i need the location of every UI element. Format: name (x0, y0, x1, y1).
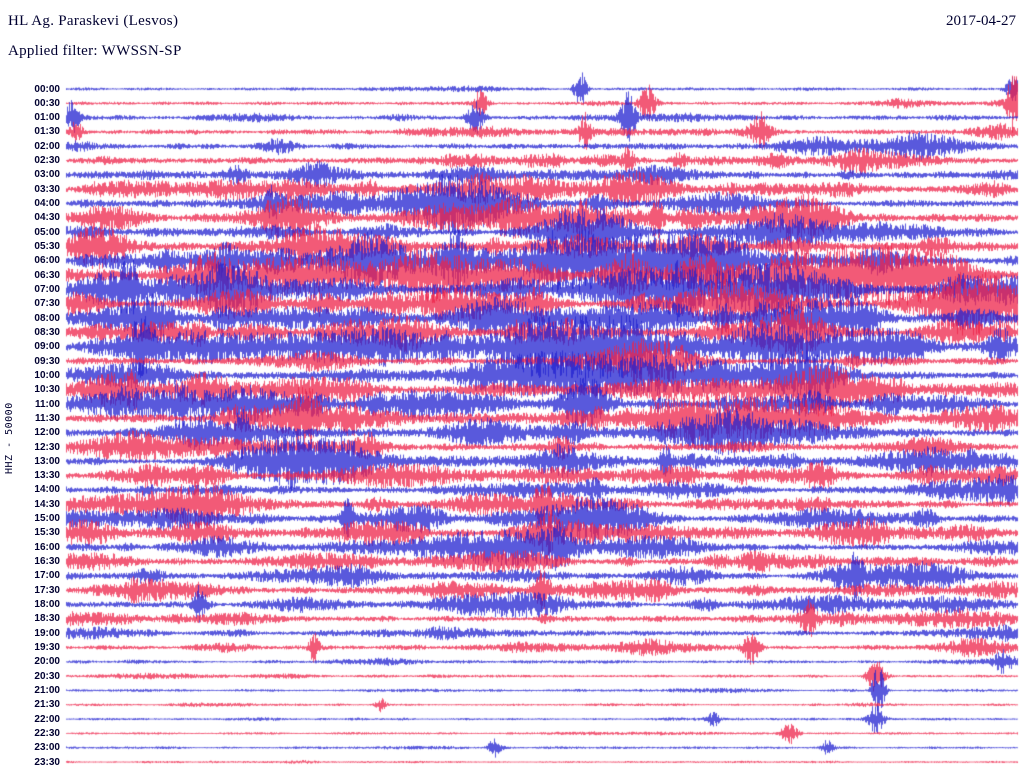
time-label: 16:00 (34, 541, 60, 553)
time-label: 03:30 (34, 183, 60, 195)
time-label: 10:30 (34, 384, 60, 396)
time-label: 18:30 (34, 613, 60, 625)
filter-label: Applied filter: WWSSN-SP (8, 43, 182, 59)
time-label: 16:30 (34, 556, 60, 568)
time-label: 22:30 (34, 727, 60, 739)
time-label: 00:00 (34, 83, 60, 95)
time-label: 05:30 (34, 241, 60, 253)
time-label: 23:30 (34, 756, 60, 768)
time-label: 22:00 (34, 713, 60, 725)
time-label: 02:00 (34, 140, 60, 152)
time-label: 11:30 (34, 412, 60, 424)
time-label: 14:00 (34, 484, 60, 496)
time-label: 15:30 (34, 527, 60, 539)
time-label: 06:00 (34, 255, 60, 267)
station-title: HL Ag. Paraskevi (Lesvos) (8, 13, 179, 29)
time-label: 01:00 (34, 112, 60, 124)
time-label: 10:00 (34, 369, 60, 381)
time-label: 17:30 (34, 584, 60, 596)
time-label: 07:00 (34, 283, 60, 295)
time-label: 15:00 (34, 513, 60, 525)
time-label: 13:30 (34, 470, 60, 482)
time-label: 00:30 (34, 97, 60, 109)
time-label: 13:00 (34, 455, 60, 467)
time-label: 07:30 (34, 298, 60, 310)
time-label: 23:00 (34, 742, 60, 754)
time-label: 17:00 (34, 570, 60, 582)
time-label: 03:00 (34, 169, 60, 181)
time-label: 19:30 (34, 641, 60, 653)
time-label: 01:30 (34, 126, 60, 138)
time-label: 14:30 (34, 498, 60, 510)
time-label: 04:30 (34, 212, 60, 224)
date-label: 2017-04-27 (946, 13, 1016, 29)
time-label: 06:30 (34, 269, 60, 281)
time-label: 04:00 (34, 198, 60, 210)
time-label: 02:30 (34, 155, 60, 167)
time-label: 08:30 (34, 326, 60, 338)
time-label: 05:00 (34, 226, 60, 238)
time-label: 20:00 (34, 656, 60, 668)
time-label: 09:30 (34, 355, 60, 367)
time-label: 20:30 (34, 670, 60, 682)
time-label: 19:00 (34, 627, 60, 639)
time-label: 21:30 (34, 699, 60, 711)
time-label: 09:00 (34, 341, 60, 353)
time-label: 08:00 (34, 312, 60, 324)
time-label: 21:00 (34, 684, 60, 696)
time-label: 11:00 (34, 398, 60, 410)
time-label: 12:30 (34, 441, 60, 453)
time-label: 12:00 (34, 427, 60, 439)
time-label: 18:00 (34, 599, 60, 611)
